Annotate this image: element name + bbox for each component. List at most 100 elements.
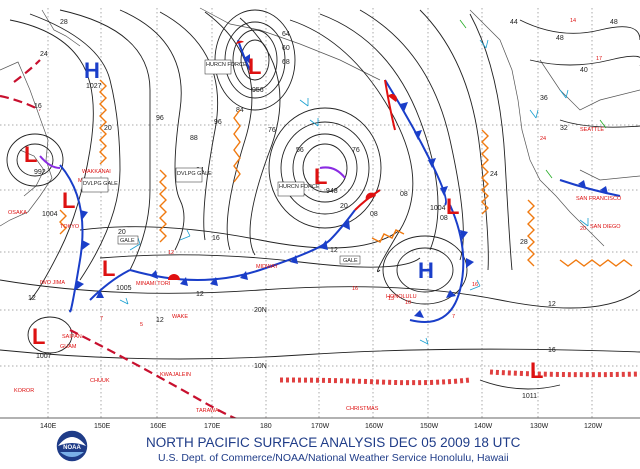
place-label: SEATTLE: [580, 127, 604, 133]
isobars: [0, 9, 640, 390]
svg-text:20: 20: [580, 226, 586, 232]
high-pressure-value: 1027: [86, 83, 102, 90]
isobar-label: 48: [556, 35, 564, 42]
isobar-label: 12: [28, 295, 36, 302]
lon-label: 130W: [530, 423, 549, 430]
svg-text:7: 7: [452, 314, 455, 320]
isobar-label: 28: [520, 239, 528, 246]
coastlines: [0, 7, 640, 247]
place-label: TOKYO: [60, 224, 80, 230]
isobar-label: 12: [548, 301, 556, 308]
place-label: KOROR: [14, 388, 34, 394]
isobar-label: 36: [540, 95, 548, 102]
ridges: [0, 59, 640, 427]
low-pressure-value: 1007: [36, 353, 52, 360]
svg-text:14: 14: [570, 18, 576, 24]
place-label: GUAM: [60, 344, 77, 350]
lon-label: 180: [260, 423, 272, 430]
place-label: TARAWA: [196, 408, 219, 414]
place-label: CHUUK: [90, 378, 110, 384]
isobar-label: 08: [370, 211, 378, 218]
lon-label: 150E: [94, 423, 111, 430]
place-label: IWO JIMA: [40, 280, 65, 286]
place-label: WAKKANAI: [82, 169, 111, 175]
isobar-label: 08: [440, 215, 448, 222]
low-pressure-symbol: L: [62, 188, 75, 213]
isobar-label: 16: [548, 347, 556, 354]
low-pressure-value: 1004: [42, 211, 58, 218]
lon-label: 170W: [311, 423, 330, 430]
isobar-label: 20: [104, 125, 112, 132]
svg-text:17: 17: [596, 56, 602, 62]
place-label: MIDWAY: [256, 264, 278, 270]
low-pressure-value: 992: [34, 169, 46, 176]
place-label: KWAJALEIN: [160, 372, 191, 378]
place-label: MINAMI TORI: [136, 281, 171, 287]
lon-label: 160W: [365, 423, 384, 430]
isobar-label: 16: [212, 235, 220, 242]
high-pressure-symbol: H: [418, 258, 434, 283]
isobar-label: 16: [34, 103, 42, 110]
low-pressure-value: 948: [326, 188, 338, 195]
warning-label: GALE: [343, 258, 358, 264]
low-pressure-symbol: L: [24, 142, 37, 167]
place-label: CHRISTMAS: [346, 406, 379, 412]
place-label: OSAKA: [8, 210, 27, 216]
svg-text:13: 13: [388, 296, 394, 302]
noaa-logo: NOAA: [55, 429, 89, 463]
low-pressure-symbol: L: [314, 164, 327, 189]
isobar-label: 96: [214, 119, 222, 126]
isobar-label: 20: [340, 203, 348, 210]
svg-text:24: 24: [540, 136, 546, 142]
lon-label: 150W: [420, 423, 439, 430]
map-subtitle: U.S. Dept. of Commerce/NOAA/National Wea…: [158, 452, 509, 464]
fronts: [39, 39, 621, 323]
lat-label: 10N: [254, 363, 267, 370]
low-pressure-symbol: L: [32, 324, 45, 349]
low-pressure-value: 1004: [430, 205, 446, 212]
isobar-label: 76: [352, 147, 360, 154]
lon-label: 140W: [474, 423, 493, 430]
footer-band: [0, 418, 640, 469]
low-pressure-symbol: L: [102, 256, 115, 281]
isobar-label: 76: [268, 127, 276, 134]
isobar-label: 60: [282, 45, 290, 52]
warning-label: DVLPG GALE: [177, 171, 212, 177]
lon-label: 170E: [204, 423, 221, 430]
svg-text:5: 5: [140, 322, 143, 328]
place-label: WAKE: [172, 314, 188, 320]
isobar-label: 88: [190, 135, 198, 142]
isobar-label: 12: [156, 317, 164, 324]
isobar-label: 12: [330, 247, 338, 254]
pressure-systems: H 1027 L 956 L 992 L 1004 L 948 L 1004 L…: [24, 54, 543, 400]
low-pressure-symbol: L: [248, 54, 261, 79]
graticule: [0, 8, 640, 418]
low-pressure-value: 1005: [116, 285, 132, 292]
isobar-label: 48: [610, 19, 618, 26]
isobar-label: 44: [510, 19, 518, 26]
isobar-label: 28: [60, 19, 68, 26]
warning-label: HURCN FORCE: [279, 184, 320, 190]
lat-label: 20N: [254, 307, 267, 314]
lon-label: 140E: [40, 423, 57, 430]
place-label: SAN DIEGO: [590, 224, 621, 230]
isobar-label: 12: [196, 291, 204, 298]
wind-barbs: [119, 19, 607, 345]
low-pressure-symbol: L: [530, 358, 543, 383]
place-label: SAN FRANCISCO: [576, 196, 622, 202]
isobar-label: 56: [296, 147, 304, 154]
isobar-label: 32: [560, 125, 568, 132]
isobar-label: 40: [580, 67, 588, 74]
isobar-label: 64: [282, 31, 290, 38]
warning-label: DVLPG GALE: [83, 181, 118, 187]
warning-label: GALE: [120, 238, 135, 244]
lon-label: 120W: [584, 423, 603, 430]
svg-text:7: 7: [100, 316, 103, 322]
place-label: HONOLULU: [386, 294, 417, 300]
place-label: SAIPAN: [62, 334, 82, 340]
svg-text:12: 12: [168, 250, 174, 256]
low-pressure-symbol: L: [446, 194, 459, 219]
warnings: HURCN FORCE HURCN FORCE DVLPG GALE DVLPG…: [81, 59, 361, 265]
